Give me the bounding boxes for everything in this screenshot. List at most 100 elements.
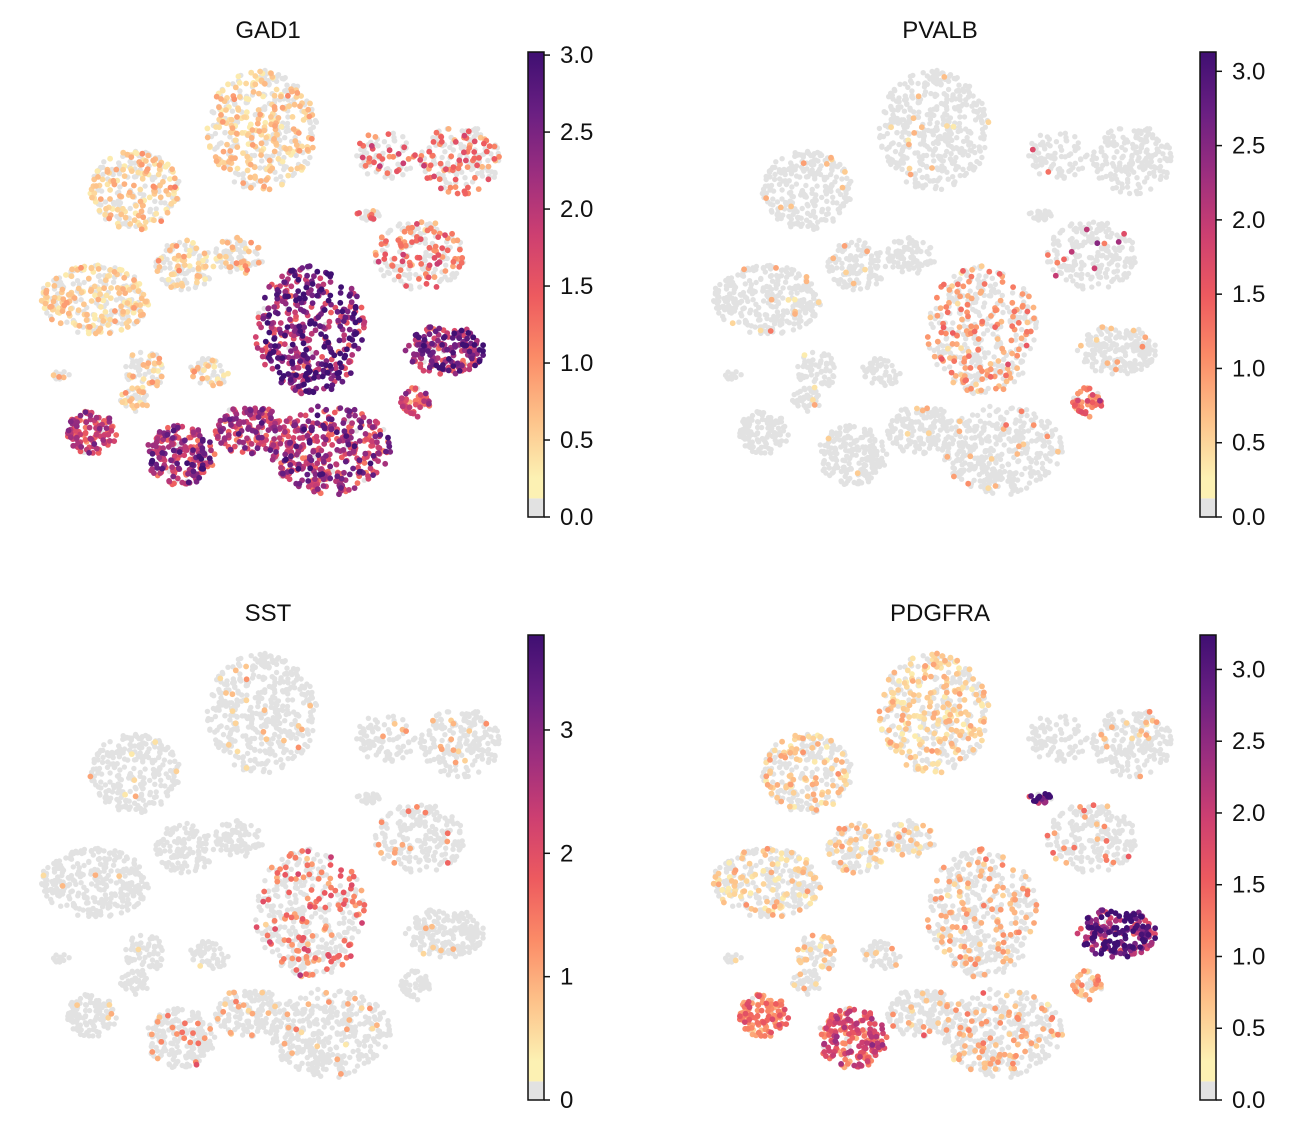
cell-point [176,449,183,455]
cell-point [1105,130,1112,136]
cell-point [315,452,322,458]
cell-point [167,260,173,267]
cell-point [277,320,284,326]
cell-point [391,277,397,283]
cell-point [97,196,104,203]
cell-point [442,232,448,239]
cell-point [256,128,263,135]
cell-point [972,117,979,123]
cell-point [310,448,317,455]
cell-point [475,186,482,193]
cell-point [267,447,274,453]
cell-point [337,299,344,306]
cell-point [131,217,138,224]
cell-point [139,150,146,157]
cell-point [271,148,278,155]
cell-point [141,192,147,198]
cell-point [365,132,372,139]
cell-point [299,265,306,271]
cell-point [479,169,485,175]
cell-point [234,114,240,120]
cell-point [104,168,111,175]
cell-point [296,435,303,441]
cell-point [146,194,153,201]
cell-point [902,93,908,99]
cell-point [375,211,381,217]
cell-point [205,363,212,369]
cell-point [319,471,326,477]
cell-point [1077,221,1083,227]
cell-point [945,142,952,148]
cell-point [771,176,778,183]
cell-point [101,159,107,165]
cell-point [427,162,434,169]
cell-point [340,420,347,426]
cell-point [306,113,313,120]
cell-point [951,75,957,82]
cell-point [156,264,163,270]
cell-point [268,114,274,120]
cell-point [431,255,438,261]
cell-point [51,282,58,289]
cell-point [328,416,335,423]
cell-point [782,279,789,285]
cell-point [817,171,824,178]
cell-point [403,390,409,397]
cell-point [59,308,66,314]
cell-point [157,182,163,189]
cell-point [439,245,446,252]
cell-point [258,420,265,426]
cell-point [804,201,810,208]
cell-point [407,283,414,289]
cell-point [774,212,780,218]
cell-point [233,260,240,267]
cell-point [121,173,128,180]
cell-point [196,253,203,259]
cell-point [1068,167,1074,173]
cell-point [935,140,941,146]
cell-point [925,127,931,134]
cell-point [1106,261,1113,267]
cell-point [1055,238,1061,244]
cell-point [831,276,837,283]
cell-point [839,265,845,271]
cell-point [356,468,363,475]
cell-point [294,165,301,172]
cell-point [308,407,315,413]
cell-point [241,240,247,246]
cell-point [229,108,236,114]
cell-point [150,183,157,190]
cell-point [252,81,259,88]
cell-point [295,288,302,294]
cell-point [89,194,95,201]
cell-point [293,443,300,450]
cell-point [712,289,719,296]
cell-point [930,178,936,184]
cell-point [1047,143,1053,149]
cell-point [363,436,369,443]
cell-point [792,167,798,173]
cell-point [1111,154,1117,161]
cell-point [285,114,291,120]
cell-point [752,324,758,330]
cell-point [351,342,358,349]
cell-point [271,304,278,310]
cell-point [159,450,166,456]
cell-point [48,303,54,310]
cell-point [1095,271,1101,277]
cell-point [271,336,278,342]
cell-point [344,308,351,315]
cell-point [385,230,391,236]
cell-point [284,120,291,127]
cell-point [471,149,478,155]
cell-point [1069,235,1075,242]
cell-point [423,249,429,256]
cell-point [296,480,303,487]
cell-point [889,254,896,260]
cell-point [342,458,349,465]
cell-point [275,115,282,121]
cell-point [1133,144,1139,150]
cell-point [284,82,290,88]
cell-point [900,159,906,165]
cell-point [314,460,321,467]
